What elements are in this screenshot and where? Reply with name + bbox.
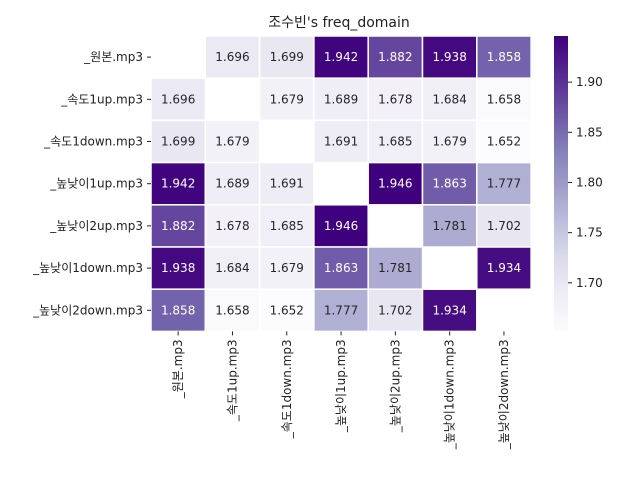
cell-value-label: 1.946	[378, 177, 412, 191]
cell-value-label: 1.699	[270, 50, 304, 64]
heatmap-cell	[421, 161, 478, 206]
cell-value-label: 1.699	[161, 135, 195, 149]
heatmap-cell	[204, 35, 261, 79]
cell-value-label: 1.858	[487, 50, 521, 64]
y-tick-label: _속도1down.mp3	[43, 135, 143, 149]
cell-value-label: 1.882	[161, 219, 195, 233]
colorbar: 1.70 1.75 1.80 1.85 1.90	[554, 36, 603, 331]
heatmap-cell	[204, 119, 261, 164]
y-tick-label: _높낮이2up.mp3	[49, 219, 143, 233]
cell-value-label: 1.696	[215, 50, 249, 64]
cell-value-label: 1.696	[161, 92, 195, 106]
cell-value-label: 1.658	[215, 303, 249, 317]
cell-value-label: 1.863	[324, 261, 358, 275]
y-tick-labels: _원본.mp3 _속도1up.mp3 _속도1down.mp3 _높낮이1up.mp3…	[32, 50, 151, 317]
cell-value-label: 1.777	[487, 177, 521, 191]
heatmap-cell	[421, 119, 478, 164]
cell-value-label: 1.684	[432, 92, 466, 106]
cell-value-label: 1.658	[487, 92, 521, 106]
x-tick-label: _높낮이1down.mp3	[443, 339, 457, 450]
cell-value-label: 1.938	[432, 50, 466, 64]
heatmap-cell	[476, 161, 532, 206]
cell-value-label: 1.691	[270, 177, 304, 191]
heatmap-cell	[367, 161, 424, 206]
heatmap-cell	[258, 77, 315, 122]
x-tick-label: _높낮이2up.mp3	[388, 339, 402, 433]
chart-title: 조수빈's freq_domain	[268, 15, 410, 31]
heatmap-cell	[150, 246, 207, 290]
cell-value-label: 1.679	[215, 135, 249, 149]
colorbar-tick-label: 1.70	[576, 276, 603, 290]
cell-value-label: 1.691	[324, 135, 358, 149]
heatmap-cell	[204, 161, 261, 206]
x-tick-label: _원본.mp3	[171, 339, 185, 399]
heatmap-cell	[476, 246, 532, 290]
cell-value-label: 1.946	[324, 219, 358, 233]
y-tick-label: _높낮이1down.mp3	[32, 261, 143, 275]
heatmap-cell	[150, 161, 207, 206]
heatmap-cell	[150, 288, 207, 333]
cell-value-label: 1.863	[432, 177, 466, 191]
cell-value-label: 1.685	[270, 219, 304, 233]
y-tick-label: _속도1up.mp3	[60, 92, 143, 106]
cell-value-label: 1.777	[324, 303, 358, 317]
y-tick-label: _높낮이1up.mp3	[49, 177, 143, 191]
cell-value-label: 1.942	[161, 177, 195, 191]
colorbar-tick-label: 1.75	[576, 226, 603, 240]
heatmap-cell	[258, 204, 315, 248]
cell-value-label: 1.689	[215, 177, 249, 191]
colorbar-tick-label: 1.90	[576, 75, 603, 89]
cell-value-label: 1.781	[432, 219, 466, 233]
cell-value-label: 1.679	[270, 92, 304, 106]
cell-value-label: 1.685	[378, 135, 412, 149]
heatmap-cell	[476, 204, 532, 248]
heatmap-cell	[421, 204, 478, 248]
cell-value-label: 1.684	[215, 261, 249, 275]
colorbar-gradient	[554, 36, 568, 331]
heatmap-cell	[258, 161, 315, 206]
heatmap-cell	[476, 35, 532, 79]
heatmap-cell	[367, 119, 424, 164]
x-tick-label: _높낮이2down.mp3	[497, 339, 511, 450]
cell-value-label: 1.882	[378, 50, 412, 64]
cell-value-label: 1.938	[161, 261, 195, 275]
heatmap-cell	[367, 77, 424, 122]
cell-value-label: 1.689	[324, 92, 358, 106]
heatmap-cell	[476, 77, 532, 122]
heatmap-cell	[258, 35, 315, 79]
y-tick-label: _원본.mp3	[83, 50, 143, 64]
cell-value-label: 1.678	[378, 92, 412, 106]
y-tick-label: _높낮이2down.mp3	[32, 303, 143, 317]
x-tick-labels: _원본.mp3 _속도1up.mp3 _속도1down.mp3 _높낮이1up.mp3…	[171, 331, 511, 450]
cell-value-label: 1.858	[161, 303, 195, 317]
cell-value-label: 1.781	[378, 261, 412, 275]
cell-value-label: 1.679	[432, 135, 466, 149]
x-tick-label: _속도1down.mp3	[280, 339, 294, 439]
heatmap-cell	[476, 119, 532, 164]
x-tick-label: _높낮이1up.mp3	[334, 339, 348, 433]
heatmap-cell	[421, 288, 478, 333]
colorbar-tick-label: 1.85	[576, 125, 603, 139]
cell-value-label: 1.678	[215, 219, 249, 233]
cell-value-label: 1.942	[324, 50, 358, 64]
heatmap-cells: 1.696 1.699 1.942 1.882 1.938 1.858 1.696 1.679…	[150, 35, 532, 333]
cell-value-label: 1.702	[487, 219, 521, 233]
cell-value-label: 1.679	[270, 261, 304, 275]
cell-value-label: 1.652	[270, 303, 304, 317]
cell-value-label: 1.934	[432, 303, 466, 317]
cell-value-label: 1.652	[487, 135, 521, 149]
colorbar-tick-label: 1.80	[576, 175, 603, 189]
x-tick-label: _속도1up.mp3	[225, 339, 239, 422]
cell-value-label: 1.702	[378, 303, 412, 317]
cell-value-label: 1.934	[487, 261, 521, 275]
